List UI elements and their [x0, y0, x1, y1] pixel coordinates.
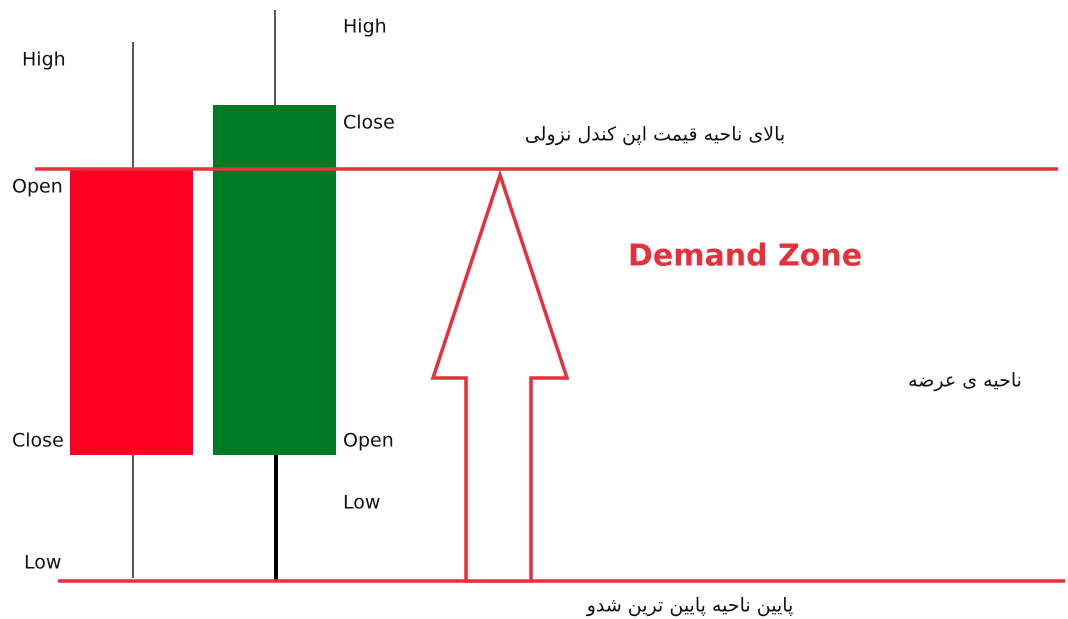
label: Close	[12, 430, 64, 452]
side-label: ناحیه ی عرضه	[908, 370, 1022, 392]
label: Close	[343, 112, 395, 134]
arrow	[430, 169, 570, 583]
bullish-candle	[213, 105, 336, 455]
bearish-candle	[70, 170, 193, 455]
label: Open	[343, 430, 394, 452]
label: High	[343, 16, 387, 38]
label: Low	[24, 552, 61, 574]
bottom-line-label: پایین ناحیه پایین ترین شدو	[586, 595, 794, 617]
top-line-label: بالای ناحیه قیمت اپن کندل نزولی	[525, 124, 785, 146]
label: Open	[12, 176, 63, 198]
zone-title: Demand Zone	[628, 239, 862, 274]
label: High	[22, 49, 66, 71]
label: Low	[343, 492, 380, 514]
